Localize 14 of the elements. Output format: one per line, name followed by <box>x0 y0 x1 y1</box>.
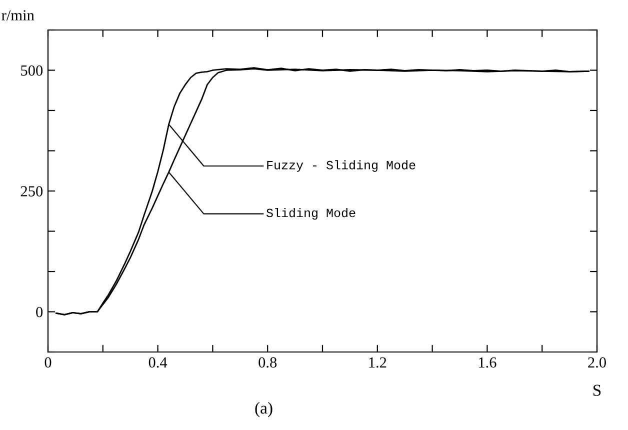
y-tick-label: 500 <box>21 65 43 76</box>
x-tick-label: 2.0 <box>588 357 606 368</box>
annotation: Sliding Mode <box>266 208 356 220</box>
x-tick-label: 1.2 <box>369 357 386 368</box>
x-tick-label: 1.6 <box>478 357 496 368</box>
x-tick-label: 0.8 <box>258 357 277 368</box>
x-axis-title: S <box>593 384 601 396</box>
annotation: Fuzzy - Sliding Mode <box>267 160 416 172</box>
y-tick-label: 250 <box>20 186 43 196</box>
x-tick-label: 0 <box>44 357 52 368</box>
x-tick-label: 0.4 <box>148 357 168 368</box>
y-tick-label: 0 <box>36 306 43 318</box>
text: (a) <box>255 402 272 418</box>
y-axis-title: r/min <box>2 10 34 20</box>
